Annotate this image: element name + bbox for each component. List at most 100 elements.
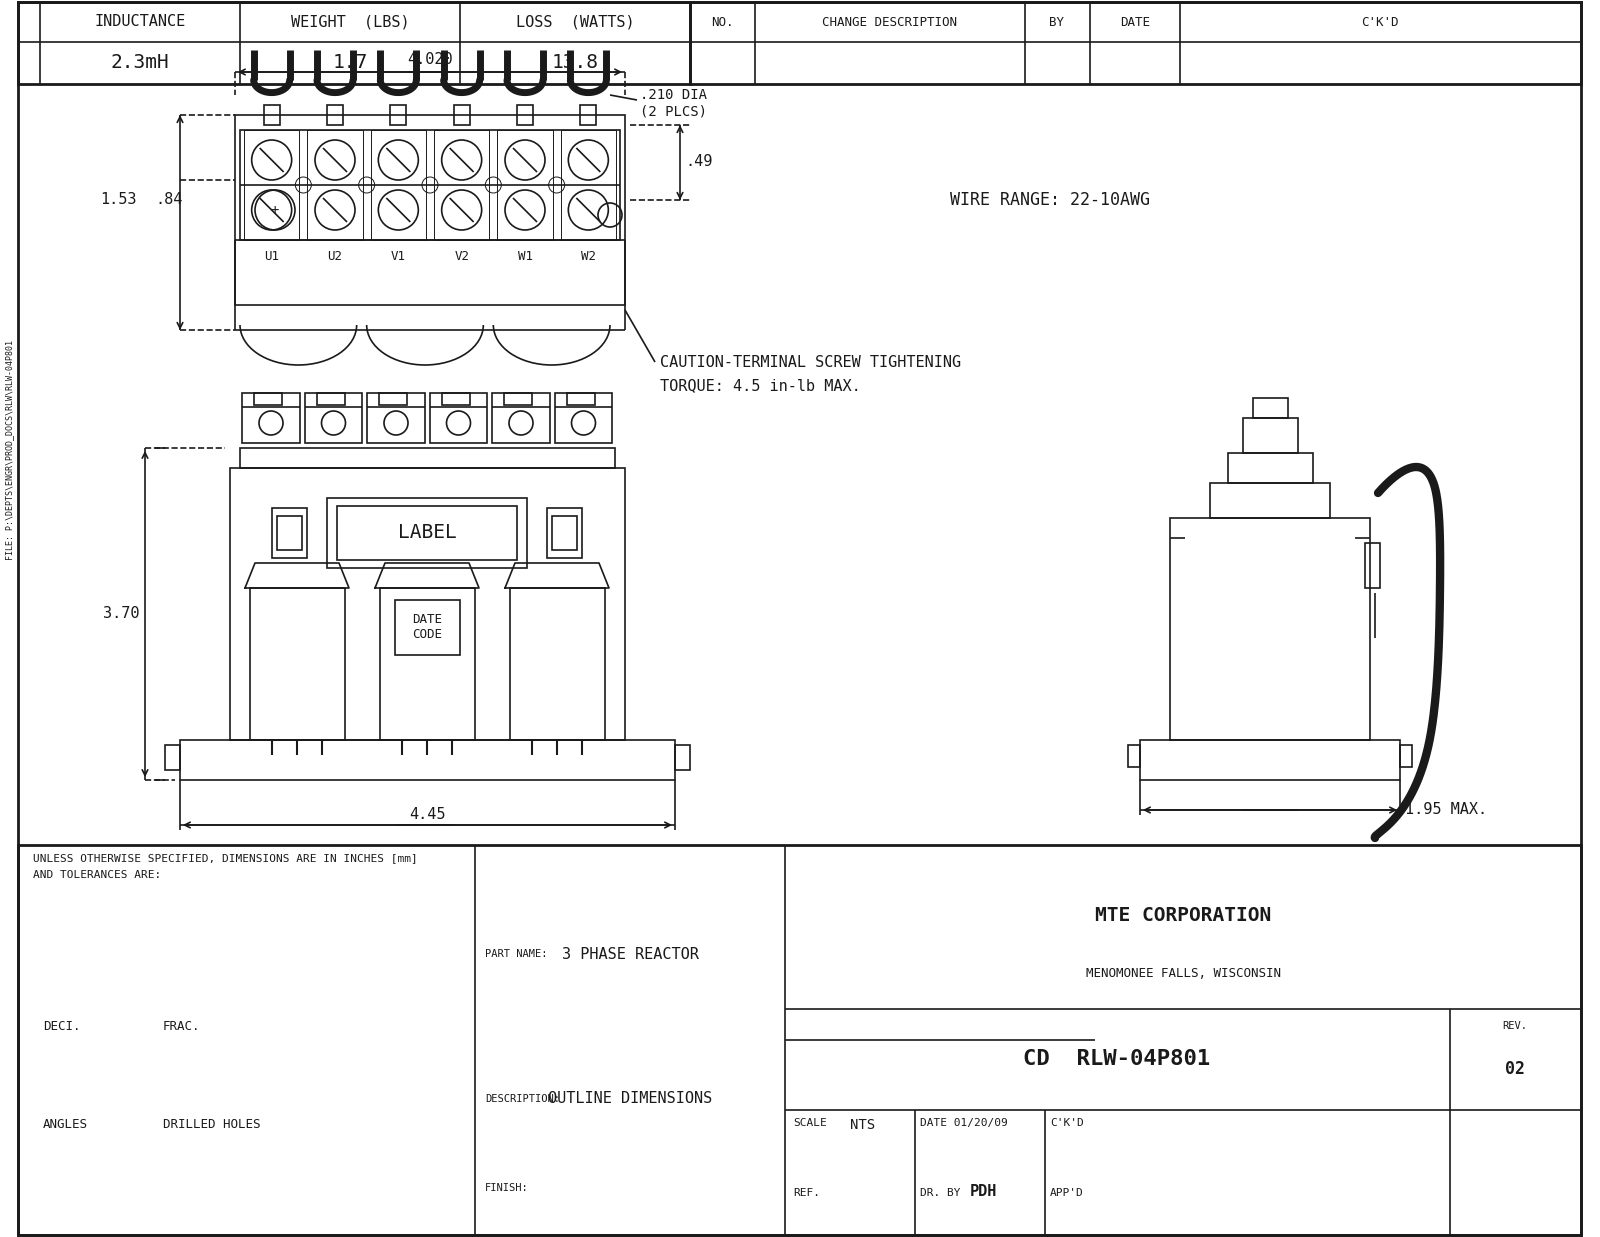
Bar <box>1210 482 1330 518</box>
Bar <box>493 393 549 443</box>
Text: DATE: DATE <box>1120 16 1150 28</box>
Text: MENOMONEE FALLS, WISCONSIN: MENOMONEE FALLS, WISCONSIN <box>1085 967 1280 980</box>
Text: LOSS  (WATTS): LOSS (WATTS) <box>515 15 634 30</box>
Text: U2: U2 <box>328 250 342 263</box>
Text: 2.3mH: 2.3mH <box>110 53 170 73</box>
Bar <box>434 130 490 240</box>
Text: NTS: NTS <box>850 1118 875 1132</box>
Bar <box>1253 398 1288 418</box>
Text: C'K'D: C'K'D <box>1362 16 1398 28</box>
Bar <box>165 745 179 769</box>
Text: .49: .49 <box>685 155 712 169</box>
Bar <box>277 516 302 550</box>
Text: 4.45: 4.45 <box>408 807 445 823</box>
Text: 1.7: 1.7 <box>333 53 368 73</box>
Bar <box>1229 453 1314 482</box>
Bar <box>675 745 690 769</box>
Text: +: + <box>270 203 278 216</box>
Text: DATE
CODE: DATE CODE <box>413 614 442 641</box>
Bar <box>1128 745 1139 767</box>
Bar <box>338 506 517 560</box>
Bar <box>379 393 406 404</box>
Text: WIRE RANGE: 22-10AWG: WIRE RANGE: 22-10AWG <box>950 190 1150 209</box>
Bar <box>442 393 469 404</box>
Bar <box>395 600 461 656</box>
Bar <box>18 845 1581 1235</box>
Text: 4.020: 4.020 <box>406 52 453 67</box>
Text: TORQUE: 4.5 in-lb MAX.: TORQUE: 4.5 in-lb MAX. <box>661 379 861 393</box>
Bar <box>371 130 426 240</box>
Bar <box>1243 418 1298 453</box>
Text: BY: BY <box>1050 16 1064 28</box>
Text: .210 DIA
(2 PLCS): .210 DIA (2 PLCS) <box>640 88 707 119</box>
Text: V2: V2 <box>454 250 469 263</box>
Text: LABEL: LABEL <box>398 523 456 543</box>
Text: CD  RLW-04P801: CD RLW-04P801 <box>1024 1049 1211 1069</box>
Bar <box>18 2 690 84</box>
Text: V1: V1 <box>390 250 406 263</box>
Bar <box>454 105 470 125</box>
Text: REF.: REF. <box>794 1189 819 1199</box>
Bar <box>307 130 363 240</box>
Bar <box>381 588 475 740</box>
Text: PART NAME:: PART NAME: <box>485 949 547 959</box>
Text: CAUTION-TERMINAL SCREW TIGHTENING: CAUTION-TERMINAL SCREW TIGHTENING <box>661 355 962 370</box>
Text: APP'D: APP'D <box>1050 1189 1083 1199</box>
Bar <box>235 115 626 306</box>
Text: MTE CORPORATION: MTE CORPORATION <box>1094 905 1270 925</box>
Text: SCALE: SCALE <box>794 1118 827 1128</box>
Text: INDUCTANCE: INDUCTANCE <box>94 15 186 30</box>
Text: WEIGHT  (LBS): WEIGHT (LBS) <box>291 15 410 30</box>
Text: 13.8: 13.8 <box>552 53 598 73</box>
Text: NO.: NO. <box>710 16 733 28</box>
Bar <box>240 130 621 240</box>
Text: 3.70: 3.70 <box>104 606 141 621</box>
Text: W1: W1 <box>517 250 533 263</box>
Text: C'K'D: C'K'D <box>1050 1118 1083 1128</box>
Bar <box>510 588 605 740</box>
Text: 3 PHASE REACTOR: 3 PHASE REACTOR <box>562 946 699 961</box>
Text: FINISH:: FINISH: <box>485 1184 528 1194</box>
Text: AND TOLERANCES ARE:: AND TOLERANCES ARE: <box>34 870 162 880</box>
Bar <box>250 588 346 740</box>
Bar <box>304 393 362 443</box>
Bar <box>581 105 597 125</box>
Bar <box>366 393 424 443</box>
Bar <box>555 393 611 443</box>
Text: DESCRIPTION:: DESCRIPTION: <box>485 1094 560 1103</box>
Text: CHANGE DESCRIPTION: CHANGE DESCRIPTION <box>822 16 957 28</box>
Bar <box>504 393 531 404</box>
Text: DRILLED HOLES: DRILLED HOLES <box>163 1118 261 1131</box>
Text: ANGLES: ANGLES <box>43 1118 88 1131</box>
Text: DR. BY: DR. BY <box>920 1189 960 1199</box>
Text: UNLESS OTHERWISE SPECIFIED, DIMENSIONS ARE IN INCHES [mm]: UNLESS OTHERWISE SPECIFIED, DIMENSIONS A… <box>34 854 418 863</box>
Bar <box>560 130 616 240</box>
Bar <box>517 105 533 125</box>
Text: PDH: PDH <box>970 1184 997 1200</box>
Text: 02: 02 <box>1506 1060 1525 1077</box>
Bar <box>1170 518 1370 740</box>
Text: 1.95 MAX.: 1.95 MAX. <box>1405 803 1486 818</box>
Bar <box>326 105 342 125</box>
Bar <box>547 508 582 558</box>
Bar <box>690 2 1581 84</box>
Bar <box>498 130 552 240</box>
Bar <box>264 105 280 125</box>
Text: FILE: P:\DEPTS\ENGR\PROD_DOCS\RLW\RLW-04P801: FILE: P:\DEPTS\ENGR\PROD_DOCS\RLW\RLW-04… <box>5 340 14 560</box>
Bar <box>254 393 282 404</box>
Bar <box>242 393 299 443</box>
Text: OUTLINE DIMENSIONS: OUTLINE DIMENSIONS <box>547 1091 712 1106</box>
Text: 1.53: 1.53 <box>99 193 136 208</box>
Bar <box>566 393 595 404</box>
Bar <box>317 393 344 404</box>
Bar <box>326 499 526 568</box>
Text: DECI.: DECI. <box>43 1021 80 1033</box>
Bar <box>1139 740 1400 781</box>
Text: FRAC.: FRAC. <box>163 1021 200 1033</box>
Bar <box>1365 543 1379 588</box>
Text: W2: W2 <box>581 250 595 263</box>
Text: .84: .84 <box>155 193 182 208</box>
Bar <box>245 130 299 240</box>
Text: DATE 01/20/09: DATE 01/20/09 <box>920 1118 1008 1128</box>
Bar <box>230 468 626 740</box>
